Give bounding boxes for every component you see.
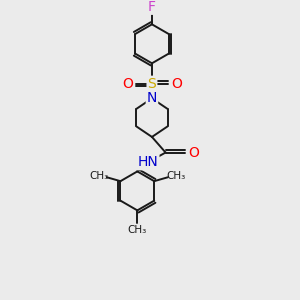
Text: CH₃: CH₃ (166, 171, 185, 181)
Text: CH₃: CH₃ (89, 171, 109, 181)
Text: F: F (148, 0, 156, 14)
Text: CH₃: CH₃ (128, 225, 147, 235)
Text: O: O (122, 77, 133, 91)
Text: HN: HN (138, 155, 158, 169)
Text: N: N (147, 92, 157, 105)
Text: O: O (188, 146, 199, 160)
Text: S: S (148, 77, 156, 91)
Text: O: O (171, 77, 182, 91)
